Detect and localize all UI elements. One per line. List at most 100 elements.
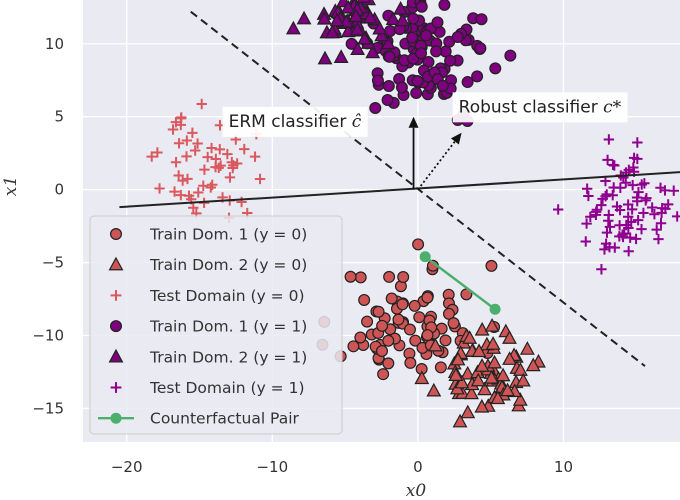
- data-point-train2_y0: [490, 390, 506, 405]
- data-point-test_y0: [154, 183, 165, 194]
- data-point-train2_y0: [460, 365, 476, 380]
- data-point-train2_y1: [374, 27, 390, 42]
- data-point-train1_y1: [417, 0, 426, 2]
- annotation-background: [222, 106, 368, 137]
- data-point-train2_y0: [462, 330, 478, 344]
- legend-label: Train Dom. 2 (y = 0): [149, 256, 307, 274]
- data-point-train2_y0: [500, 382, 516, 397]
- data-point-train1_y1: [411, 74, 424, 87]
- data-point-train1_y0: [372, 305, 385, 318]
- y-tick-label: 10: [45, 35, 64, 53]
- annotation-background: [452, 92, 628, 123]
- data-point-train2_y1: [365, 44, 381, 59]
- data-point-test_y1: [640, 195, 651, 206]
- data-point-train1_y0: [434, 361, 447, 374]
- legend: Train Dom. 1 (y = 0) Train Dom. 2 (y = 0)…: [89, 215, 343, 435]
- legend-label: Counterfactual Pair: [150, 410, 300, 428]
- legend-marker: [110, 290, 122, 301]
- series-train2_y1: [285, 0, 410, 65]
- data-point-test_y0: [222, 148, 233, 160]
- data-point-test_y1: [632, 153, 643, 165]
- data-point-train1_y0: [376, 319, 389, 332]
- data-point-test_y1: [599, 244, 610, 255]
- y-tick-label: −15: [32, 399, 64, 417]
- data-point-test_y1: [662, 199, 674, 210]
- y-tick-label: 5: [54, 108, 64, 126]
- data-point-train2_y0: [487, 354, 502, 369]
- data-point-train1_y0: [392, 313, 405, 326]
- data-point-train1_y0: [382, 357, 395, 370]
- data-point-train1_y0: [344, 270, 357, 283]
- data-point-test_y1: [659, 185, 671, 196]
- counterfactual-line: [424, 255, 496, 311]
- data-point-test_y0: [169, 186, 180, 197]
- data-point-test_y0: [152, 147, 163, 158]
- y-axis-ticks: 10 5 0 −5 −10 −15: [32, 35, 64, 418]
- data-point-train1_y1: [420, 29, 433, 42]
- data-point-train2_y0: [515, 372, 531, 387]
- data-point-test_y0: [181, 135, 193, 146]
- data-point-test_y1: [656, 202, 668, 214]
- data-point-train2_y1: [329, 12, 345, 27]
- data-point-test_y1: [609, 242, 621, 253]
- data-point-train1_y0: [397, 271, 410, 284]
- data-point-train2_y1: [348, 8, 364, 23]
- data-point-train2_y1: [324, 24, 340, 39]
- data-point-test_y1: [602, 154, 613, 166]
- data-point-test_y1: [596, 199, 607, 211]
- data-point-test_y0: [198, 180, 209, 191]
- data-point-train1_y1: [407, 12, 420, 25]
- data-point-test_y0: [182, 173, 193, 185]
- data-point-train1_y0: [412, 238, 425, 251]
- data-point-train1_y1: [382, 80, 395, 93]
- data-point-test_y0: [206, 142, 217, 154]
- data-point-test_y1: [603, 134, 615, 145]
- data-point-train1_y0: [375, 345, 388, 358]
- data-point-train2_y0: [470, 372, 486, 387]
- data-point-train2_y1: [357, 30, 373, 45]
- data-point-train1_y1: [489, 62, 502, 75]
- legend-marker-pair-point: [110, 412, 122, 424]
- annotation-symbol: c*: [603, 97, 622, 117]
- data-point-train1_y0: [421, 329, 434, 342]
- y-axis-label: x1: [1, 176, 21, 196]
- data-point-train2_y0: [502, 330, 517, 344]
- data-point-test_y1: [614, 220, 625, 231]
- data-point-train1_y1: [415, 0, 428, 13]
- y-tick-label: −5: [42, 254, 64, 272]
- data-point-test_y1: [603, 209, 614, 221]
- data-point-train2_y1: [393, 1, 409, 15]
- data-point-test_y0: [189, 145, 201, 156]
- legend-label: Train Dom. 1 (y = 1): [149, 318, 307, 336]
- data-point-test_y1: [632, 137, 643, 148]
- data-point-test_y0: [215, 160, 226, 171]
- data-point-train2_y0: [448, 367, 464, 381]
- data-point-train1_y0: [408, 299, 421, 312]
- data-point-test_y0: [254, 173, 266, 185]
- series-test_y1: [552, 134, 680, 275]
- data-point-test_y1: [638, 207, 649, 219]
- data-point-train2_y0: [512, 392, 528, 406]
- data-point-train2_y1: [350, 41, 366, 55]
- annotation-text: ERM classifier ĉ: [229, 112, 362, 132]
- data-point-test_y0: [193, 187, 204, 198]
- data-point-train1_y1: [436, 79, 449, 92]
- data-point-train2_y1: [316, 10, 332, 25]
- data-point-test_y1: [604, 221, 616, 233]
- data-point-test_y1: [655, 218, 667, 229]
- x-tick-label: 10: [554, 458, 573, 476]
- data-point-train1_y1: [383, 50, 396, 63]
- annotation-symbol: ĉ: [352, 112, 362, 132]
- legend-marker: [109, 228, 122, 241]
- data-point-test_y1: [583, 190, 594, 202]
- legend-frame: [89, 215, 343, 435]
- data-point-train1_y1: [430, 45, 443, 58]
- data-point-test_y1: [668, 185, 679, 196]
- data-point-train2_y0: [474, 398, 490, 413]
- annotation-text: Robust classifier c*: [459, 97, 622, 117]
- x-axis-label: x0: [406, 481, 427, 500]
- data-point-train1_y0: [409, 334, 422, 347]
- x-tick-label: 0: [413, 458, 423, 476]
- annotations: ERM classifier ĉ Robust classifier c*: [222, 92, 628, 137]
- data-point-test_y0: [170, 157, 182, 168]
